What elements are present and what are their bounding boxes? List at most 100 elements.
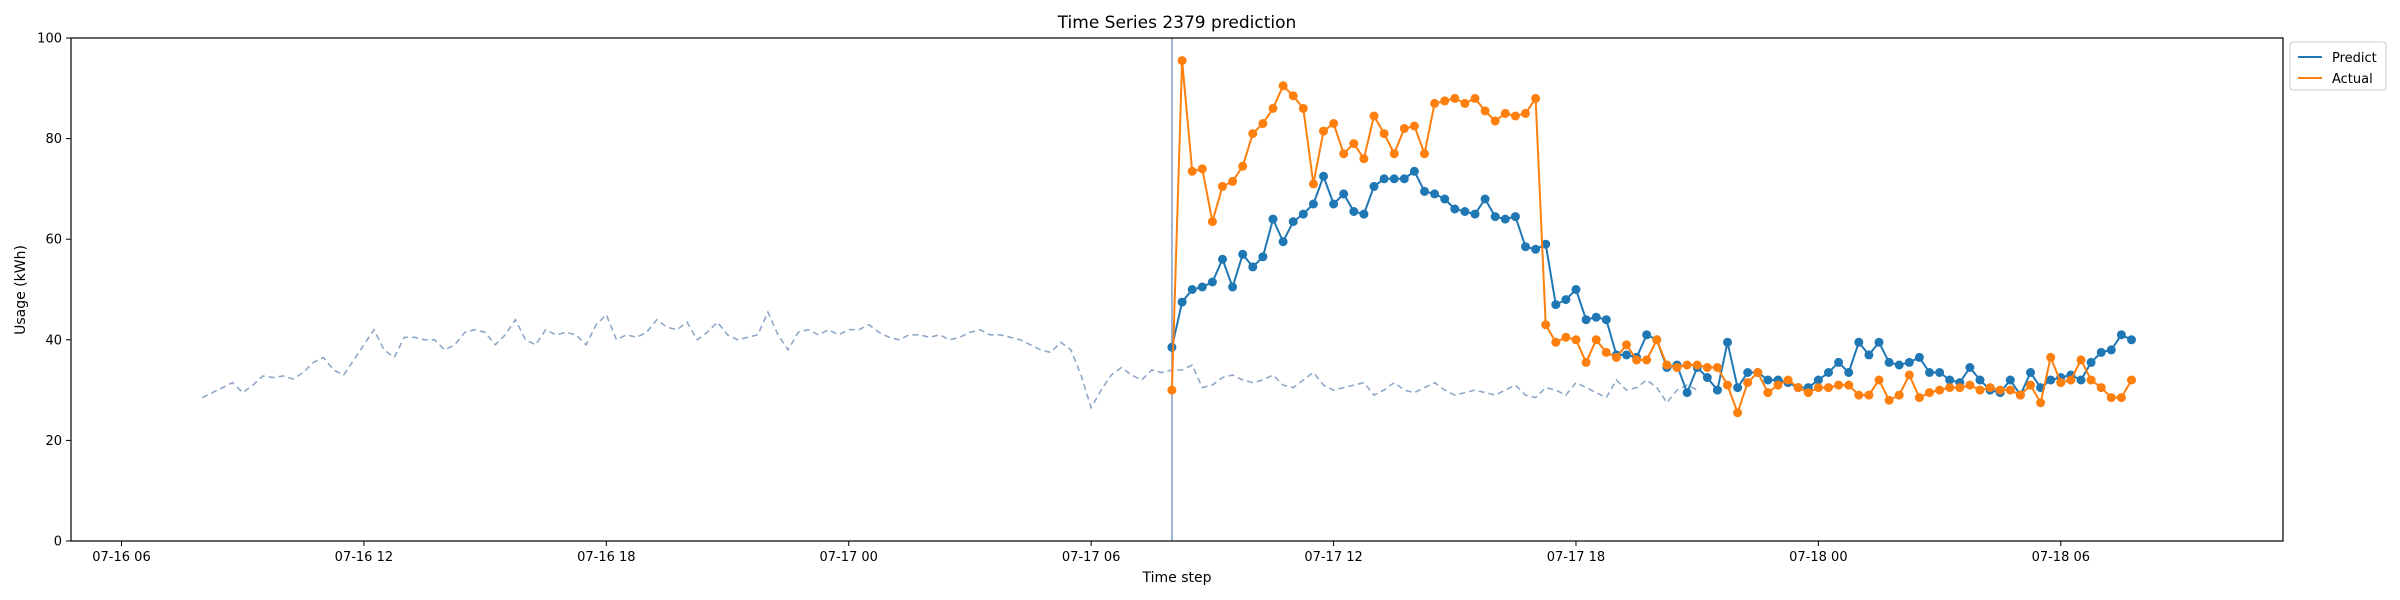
data-point <box>1460 98 1470 108</box>
data-point <box>1864 390 1874 400</box>
data-point <box>1399 174 1409 184</box>
data-point <box>1238 249 1248 259</box>
data-point <box>1935 368 1945 377</box>
data-point <box>1248 262 1258 272</box>
data-point <box>1914 393 1924 403</box>
data-point <box>1854 390 1864 400</box>
data-point <box>1298 103 1308 113</box>
data-point <box>1298 209 1308 219</box>
data-point <box>2015 390 2025 400</box>
data-point <box>1692 360 1702 370</box>
data-point <box>1844 380 1854 390</box>
x-tick-label: 07-16 12 <box>335 550 393 565</box>
data-point <box>1258 252 1268 262</box>
data-point <box>1945 375 1955 385</box>
data-point <box>1308 179 1318 189</box>
y-axis: 0 20 40 60 80 100 <box>37 32 71 550</box>
data-point <box>1723 337 1732 347</box>
data-point <box>2106 345 2116 355</box>
data-point <box>1864 350 1874 360</box>
data-point <box>1521 108 1530 118</box>
data-point <box>1894 360 1904 370</box>
data-point <box>2066 375 2076 385</box>
data-point <box>1500 108 1510 118</box>
data-point <box>1177 56 1187 66</box>
data-point <box>1965 380 1975 390</box>
data-point <box>1925 388 1934 398</box>
data-point <box>1541 320 1551 330</box>
data-point <box>1995 385 2005 395</box>
data-point <box>2046 352 2056 362</box>
data-point <box>1622 340 1631 350</box>
data-point <box>1197 282 1207 292</box>
data-point <box>1813 375 1823 385</box>
data-point <box>1743 378 1753 388</box>
data-point <box>1389 149 1399 159</box>
data-point <box>1197 164 1207 174</box>
data-point <box>1601 315 1611 325</box>
data-point <box>1379 174 1389 184</box>
data-point <box>1510 111 1520 121</box>
data-point <box>1359 154 1369 164</box>
x-axis: 07-16 06 07-16 12 07-16 18 07-17 00 07-17 06… <box>92 541 2090 565</box>
legend-label: Actual <box>2332 72 2373 87</box>
data-point <box>1399 124 1409 133</box>
data-point <box>1207 277 1217 287</box>
data-point <box>2116 393 2126 403</box>
data-point <box>1975 375 1985 385</box>
data-point <box>1430 189 1440 199</box>
data-point <box>1420 186 1429 196</box>
y-tick-label: 0 <box>54 535 62 550</box>
data-point <box>2096 383 2106 393</box>
data-point <box>1854 337 1864 347</box>
data-point <box>1874 375 1884 385</box>
data-point <box>1440 194 1450 204</box>
data-point <box>1409 121 1419 131</box>
data-point <box>1763 375 1773 385</box>
data-point <box>1480 106 1490 116</box>
data-point <box>1874 337 1884 347</box>
data-point <box>2005 375 2015 385</box>
data-point <box>1945 383 1955 393</box>
data-point <box>1490 116 1500 126</box>
chart-title: Time Series 2379 prediction <box>1057 13 1297 33</box>
data-point <box>1712 363 1722 372</box>
data-point <box>1844 368 1854 377</box>
x-tick-label: 07-17 12 <box>1304 550 1362 565</box>
data-point <box>1581 357 1591 367</box>
data-point <box>1329 199 1339 209</box>
data-point <box>1884 357 1894 367</box>
data-point <box>1743 368 1753 377</box>
data-point <box>1450 93 1460 103</box>
x-tick-label: 07-18 00 <box>1789 550 1847 565</box>
data-point <box>1824 368 1833 377</box>
data-point <box>1884 395 1894 405</box>
data-point <box>1440 96 1450 106</box>
data-point <box>2106 393 2116 403</box>
plot-area <box>201 38 2136 541</box>
y-tick-label: 60 <box>45 233 62 248</box>
data-point <box>1611 352 1621 362</box>
data-point <box>1167 342 1177 352</box>
data-point <box>1339 189 1349 199</box>
x-tick-label: 07-18 06 <box>2032 550 2090 565</box>
data-point <box>1622 350 1631 360</box>
data-point <box>1480 194 1490 204</box>
data-point <box>1430 98 1440 108</box>
data-point <box>1571 335 1581 345</box>
x-axis-title: Time step <box>1142 570 1212 586</box>
data-point <box>1268 103 1278 113</box>
data-point <box>1470 209 1480 219</box>
data-point <box>1500 214 1510 224</box>
y-tick-label: 80 <box>45 132 62 147</box>
data-point <box>1450 204 1460 214</box>
data-point <box>1652 335 1662 345</box>
data-point <box>1167 385 1177 395</box>
data-point <box>1702 373 1712 382</box>
data-point <box>1662 360 1672 370</box>
data-point <box>1470 93 1480 103</box>
data-point <box>2076 355 2086 365</box>
data-point <box>1238 161 1248 171</box>
y-axis-title: Usage (kWh) <box>13 245 29 335</box>
